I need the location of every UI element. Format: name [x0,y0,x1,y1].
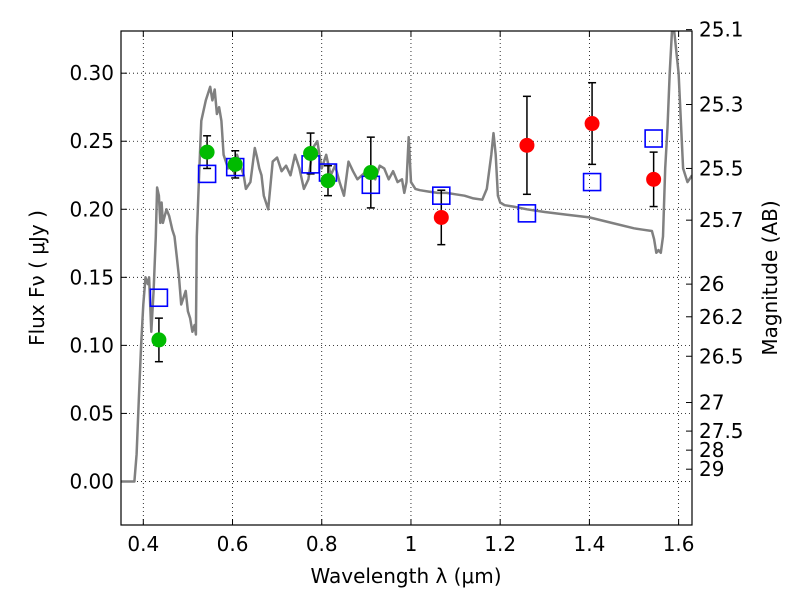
y-tick-label: 0.30 [69,61,114,85]
observed-photometry-point [584,116,600,132]
x-tick-label: 0.4 [127,532,159,556]
observed-photometry-point [303,145,319,161]
model-photometry-square [644,129,663,148]
model-photometry-square [431,186,451,205]
grid-lines [121,31,692,525]
y-tick-label: 0.20 [69,197,114,221]
observed-photometry-point [199,144,215,160]
right-tick-label: 25.3 [699,92,744,116]
model-photometry-square [582,172,602,192]
observed-photometry-point [151,332,167,348]
observed-photometry-point [646,171,662,187]
plot-area [121,31,692,483]
right-tick-label: 25.1 [699,18,744,42]
observed-photometry-point [227,156,243,172]
y-tick-label: 0.15 [69,265,114,289]
right-tick-label: 26.2 [699,305,744,329]
right-tick-label: 27 [699,391,724,415]
right-tick-label: 26.5 [699,344,744,368]
x-tick-label: 0.6 [217,532,249,556]
right-tick-label: 29 [699,457,724,481]
right-axis-label: Magnitude (AB) [758,200,782,355]
y-tick-label: 0.10 [69,333,114,357]
model-photometry-square [197,164,217,184]
x-tick-label: 1 [405,532,418,556]
y-axis-ticks: 0.00 0.05 0.10 0.15 0.20 0.25 0.30 [69,61,127,493]
x-tick-label: 1.2 [484,532,516,556]
observed-photometry-point [433,209,449,225]
model-sed-line [121,31,692,483]
plot-frame [120,30,693,526]
y-axis-label: Flux Fν ( μJy ) [25,210,49,346]
y-tick-label: 0.00 [69,469,114,493]
observed-photometry-point [519,137,535,153]
right-tick-label: 28 [699,438,724,462]
x-tick-label: 1.6 [663,532,695,556]
observed-photometry-point [363,165,379,181]
x-axis-ticks: 0.4 0.6 0.8 1 1.2 1.4 1.6 [127,31,695,556]
x-axis-label: Wavelength λ (μm) [310,564,501,588]
model-photometry-square [149,288,169,308]
observed-photometry-point [320,173,336,189]
y-tick-label: 0.05 [69,401,114,425]
x-tick-label: 1.4 [573,532,605,556]
model-photometry-square [517,204,537,223]
right-tick-label: 25.7 [699,208,744,232]
y-tick-label: 0.25 [69,129,114,153]
right-tick-label: 25.5 [699,156,744,180]
right-tick-label: 26 [699,272,724,296]
right-tick-label: 27.5 [699,419,744,443]
x-tick-label: 0.8 [306,532,338,556]
